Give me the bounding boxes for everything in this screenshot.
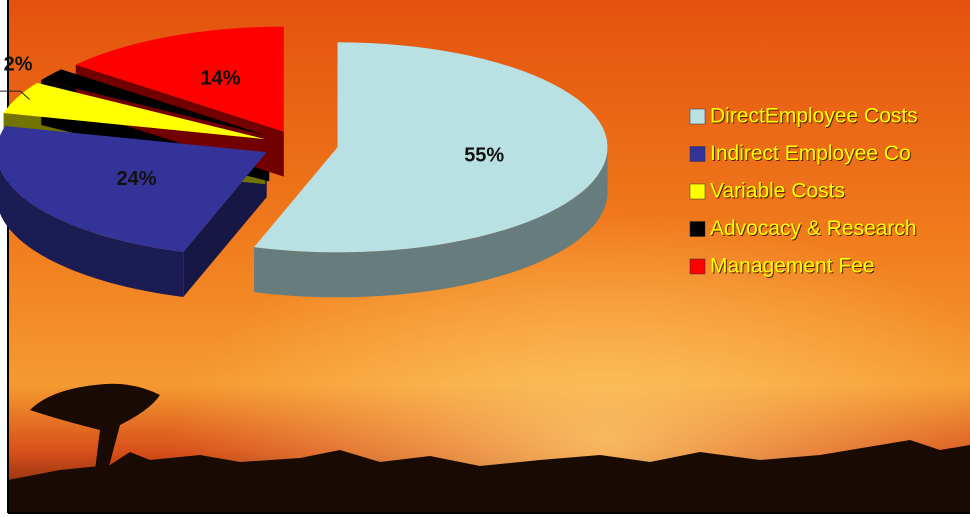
legend-label: Variable Costs bbox=[710, 180, 845, 203]
landscape-silhouette bbox=[8, 383, 970, 513]
legend: DirectEmployee Costs Indirect Employee Co… bbox=[689, 105, 918, 278]
slice-edge bbox=[183, 152, 267, 297]
legend-swatch bbox=[689, 258, 706, 275]
legend-label: Indirect Employee Co bbox=[710, 142, 911, 165]
slice bbox=[3, 82, 266, 140]
legend-label: Advocacy & Research bbox=[710, 217, 917, 240]
legend-swatch bbox=[689, 183, 706, 200]
slice bbox=[41, 69, 270, 137]
slice bbox=[254, 42, 608, 253]
legend-swatch bbox=[689, 108, 706, 125]
pie: 55%24%%2%14% bbox=[0, 26, 608, 298]
data-label: 2% bbox=[4, 54, 33, 76]
slice-side bbox=[0, 168, 184, 297]
slice-side bbox=[254, 147, 608, 298]
data-label: 24% bbox=[117, 168, 157, 190]
leader-line bbox=[0, 90, 31, 100]
data-label: 14% bbox=[201, 68, 241, 90]
slice bbox=[75, 26, 284, 132]
legend-swatch bbox=[689, 221, 706, 237]
slice bbox=[0, 126, 267, 252]
data-label: 55% bbox=[464, 145, 504, 167]
legend-label: Management Fee bbox=[710, 255, 875, 278]
legend-label: DirectEmployee Costs bbox=[710, 105, 918, 128]
legend-swatch bbox=[689, 146, 706, 162]
